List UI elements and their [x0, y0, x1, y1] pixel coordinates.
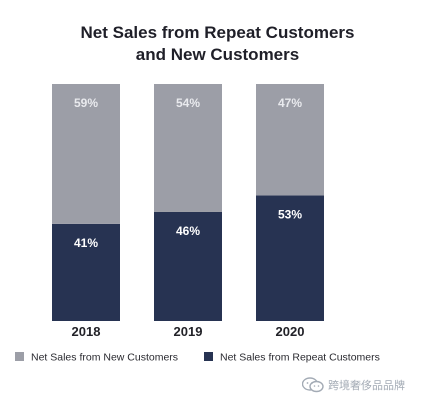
data-label-new-2020: 47% — [278, 96, 302, 110]
wechat-icon — [302, 377, 324, 393]
legend-swatch-repeat — [204, 352, 213, 361]
x-tick-labels-layer: 2018 2019 2020 — [72, 324, 305, 339]
chart-title: Net Sales from Repeat Customers and New … — [0, 22, 435, 66]
x-tick-label-2020: 2020 — [276, 324, 305, 339]
x-tick-label-2019: 2019 — [174, 324, 203, 339]
chart-title-line-1: Net Sales from Repeat Customers — [80, 23, 355, 42]
x-tick-label-2018: 2018 — [72, 324, 101, 339]
data-label-new-2019: 54% — [176, 96, 200, 110]
bars-layer — [52, 84, 324, 321]
bar-new-2019 — [154, 84, 222, 212]
bar-new-2018 — [52, 84, 120, 224]
watermark-text: 跨境奢侈品品牌 — [328, 380, 405, 392]
legend: Net Sales from New Customers Net Sales fr… — [15, 352, 380, 364]
legend-label-new: Net Sales from New Customers — [31, 352, 178, 364]
chart-title-line-2: and New Customers — [135, 45, 300, 64]
data-label-repeat-2018: 41% — [74, 236, 98, 250]
watermark: 跨境奢侈品品牌 — [302, 374, 430, 396]
data-label-repeat-2019: 46% — [176, 224, 200, 238]
legend-swatch-new — [15, 352, 24, 361]
bar-repeat-2019 — [154, 211, 222, 321]
bar-repeat-2020 — [256, 195, 324, 321]
bar-repeat-2018 — [52, 223, 120, 321]
data-labels-layer: 41% 59% 46% 54% 53% 47% — [74, 96, 302, 250]
bar-new-2020 — [256, 84, 324, 196]
data-label-new-2018: 59% — [74, 96, 98, 110]
legend-label-repeat: Net Sales from Repeat Customers — [220, 352, 380, 364]
data-label-repeat-2020: 53% — [278, 207, 302, 221]
